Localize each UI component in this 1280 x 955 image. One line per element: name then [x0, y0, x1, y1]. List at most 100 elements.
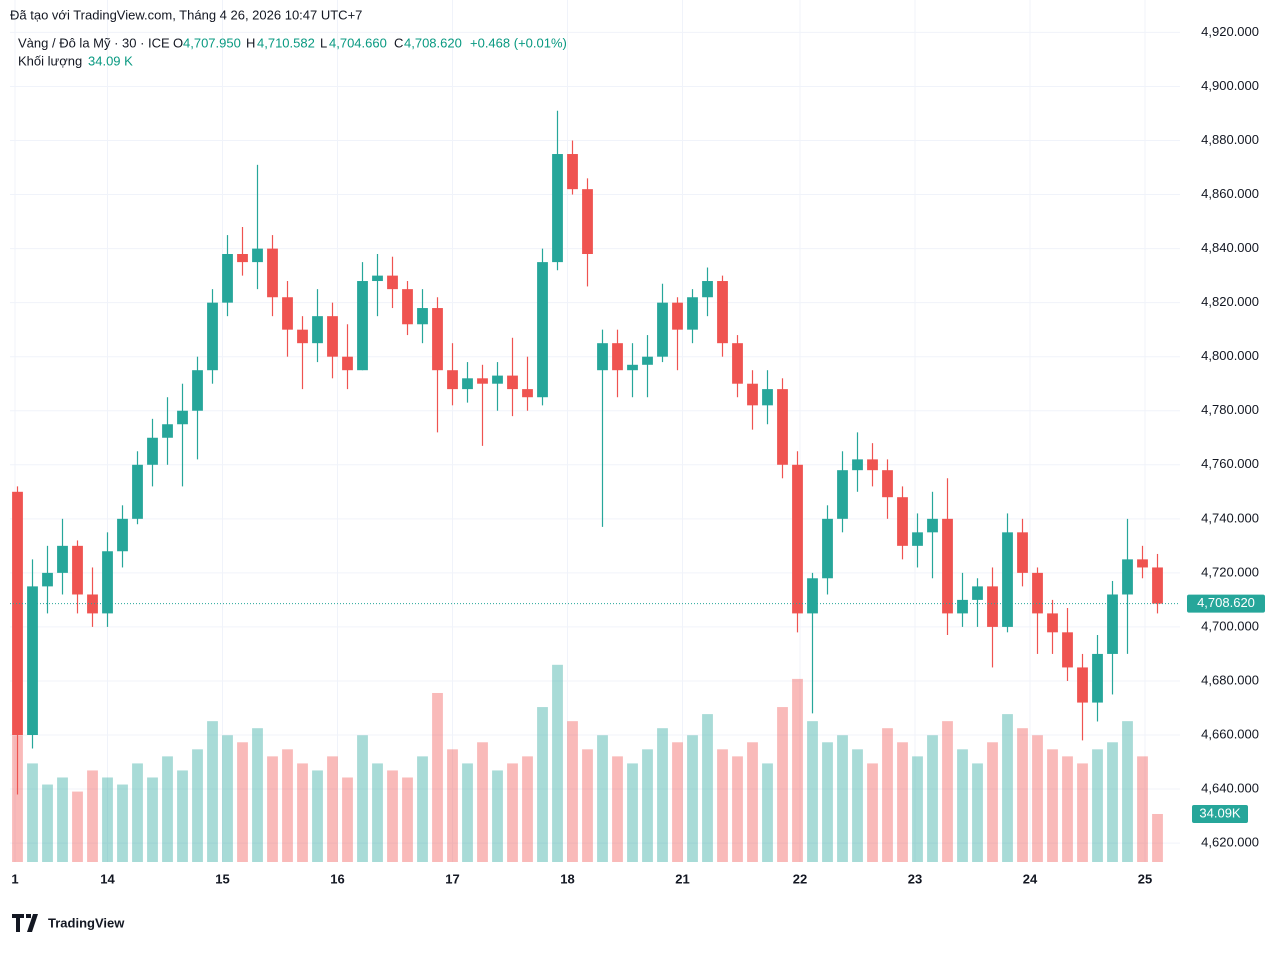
volume-bar	[402, 777, 413, 862]
candle-body	[102, 551, 113, 614]
volume-bar	[1002, 714, 1013, 862]
volume-bar	[837, 735, 848, 862]
candle-body	[327, 316, 338, 357]
volume-bar	[147, 777, 158, 862]
volume-bar	[867, 763, 878, 862]
volume-bar	[12, 735, 23, 862]
candle-body	[642, 356, 653, 365]
volume-bar	[822, 742, 833, 862]
candle-body	[822, 518, 833, 579]
candle-body	[927, 518, 938, 533]
volume-bar	[267, 756, 278, 862]
logo-icon	[12, 914, 38, 932]
candle-body	[297, 329, 308, 344]
candle-body	[162, 424, 173, 438]
y-tick-label: 4,880.000	[1201, 132, 1259, 147]
volume-bar	[162, 756, 173, 862]
candle-body	[582, 189, 593, 255]
volume-bar	[537, 707, 548, 862]
volume-bar	[1032, 735, 1043, 862]
candle-body	[762, 389, 773, 406]
volume-bar	[1092, 749, 1103, 862]
candle-body	[1017, 532, 1028, 573]
h-value: 4,710.582	[257, 35, 315, 50]
volume-bar	[177, 770, 188, 862]
last-price-badge	[1187, 594, 1265, 613]
volume-bar	[1137, 756, 1148, 862]
x-tick-label: 16	[330, 871, 344, 886]
candle-body	[1047, 613, 1058, 633]
candle-body	[222, 254, 233, 303]
candle-body	[462, 378, 473, 390]
x-tick-label: 15	[215, 871, 229, 886]
volume-bar	[327, 756, 338, 862]
candle-body	[72, 545, 83, 595]
volume-bar	[387, 770, 398, 862]
candle-body	[942, 518, 953, 614]
change: +0.468 (+0.01%)	[470, 35, 567, 50]
volume-bar	[792, 678, 803, 862]
last-price-label: 4,708.620	[1197, 595, 1255, 610]
candle-body	[132, 464, 143, 519]
candle-body	[852, 459, 863, 471]
l-value: 4,704.660	[329, 35, 387, 50]
volume-bar	[672, 742, 683, 862]
y-tick-label: 4,840.000	[1201, 240, 1259, 255]
candle-body	[57, 545, 68, 573]
candle-body	[147, 437, 158, 465]
y-tick-label: 4,920.000	[1201, 24, 1259, 39]
last-volume-badge	[1192, 804, 1248, 823]
h-label: H	[246, 35, 255, 50]
volume-value: 34.09 K	[88, 53, 133, 68]
candle-body	[792, 464, 803, 614]
candle-body	[1062, 632, 1073, 668]
volume-bar	[1047, 749, 1058, 862]
volume-bar	[492, 770, 503, 862]
volume-bar	[642, 749, 653, 862]
volume-label: Khối lượng	[18, 53, 82, 68]
x-tick-label: 24	[1023, 871, 1038, 886]
y-tick-label: 4,660.000	[1201, 726, 1259, 741]
volume-bar	[252, 728, 263, 862]
volume-bar	[702, 714, 713, 862]
x-tick-label: 23	[908, 871, 922, 886]
candle-body	[87, 594, 98, 614]
candle-body	[27, 586, 38, 735]
candle-body	[687, 297, 698, 330]
volume-bar	[462, 763, 473, 862]
candle-body	[837, 470, 848, 519]
candle-body	[957, 599, 968, 614]
candle-body	[627, 364, 638, 371]
volume-bar	[312, 770, 323, 862]
volume-bar	[507, 763, 518, 862]
volume-bar	[117, 784, 128, 862]
candle-body	[702, 281, 713, 298]
candle-body	[432, 308, 443, 371]
x-tick-label: 22	[793, 871, 807, 886]
y-tick-label: 4,780.000	[1201, 402, 1259, 417]
volume-bar	[852, 749, 863, 862]
volume-bar	[882, 728, 893, 862]
candle-body	[357, 281, 368, 371]
x-tick-label: 18	[560, 871, 574, 886]
x-tick-label: 14	[100, 871, 115, 886]
volume-bar	[762, 763, 773, 862]
volume-bar	[297, 763, 308, 862]
candle-body	[612, 343, 623, 371]
candle-body	[117, 518, 128, 552]
candle-body	[897, 497, 908, 546]
volume-bar	[417, 756, 428, 862]
candle-body	[987, 586, 998, 627]
candle-body	[567, 154, 578, 190]
candle-body	[1092, 653, 1103, 703]
candle-body	[477, 378, 488, 384]
volume-bar	[357, 735, 368, 862]
candle-body	[12, 491, 23, 735]
o-value: 4,707.950	[183, 35, 241, 50]
volume-bar	[1107, 742, 1118, 862]
volume-bar	[1017, 728, 1028, 862]
volume-bar	[102, 777, 113, 862]
candle-body	[1107, 594, 1118, 654]
y-tick-label: 4,700.000	[1201, 618, 1259, 633]
